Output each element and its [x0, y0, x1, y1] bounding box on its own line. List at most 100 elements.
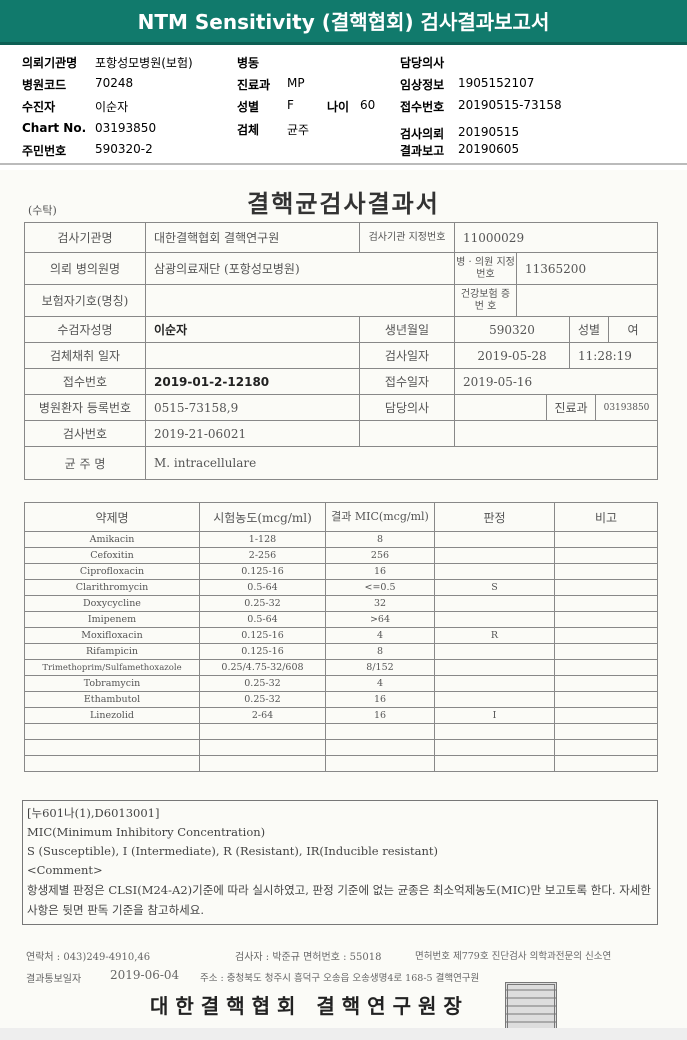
remark [555, 724, 658, 740]
field-value: 삼광의료재단 (포항성모병원) [146, 253, 455, 285]
divider [0, 163, 687, 165]
field-label: 건강보험 증 번 호 [455, 285, 517, 317]
info-value: 균주 [287, 123, 310, 137]
test-range: 0.125-16 [200, 628, 326, 644]
info-value: 70248 [95, 76, 134, 90]
organization-name: 대한결핵협회 결핵연구원장 [150, 994, 469, 1018]
drug-name [24, 756, 200, 772]
interpretation [435, 740, 555, 756]
info-label: 접수번호 [400, 100, 445, 114]
drug-name: Doxycycline [24, 596, 200, 612]
info-label: 담당의사 [400, 56, 445, 70]
license: 면허번호 제779호 진단검사 의학과전문의 신소연 [415, 951, 612, 962]
mic-result: 16 [326, 692, 435, 708]
field-value: 11000029 [455, 222, 658, 253]
info-label: 진료과 [237, 78, 271, 92]
remark [555, 628, 658, 644]
remark [555, 644, 658, 660]
remark [555, 756, 658, 772]
info-label: 결과보고 [400, 144, 445, 158]
address: 주소 : 충청북도 청주시 흥덕구 오송읍 오송생명4로 168-5 결핵연구원 [200, 973, 480, 984]
document-title: 결핵균검사결과서 [247, 189, 440, 218]
field-value: 2019-21-06021 [146, 421, 360, 447]
note-legend: S (Susceptible), I (Intermediate), R (Re… [27, 844, 438, 858]
field-value: 2019-05-28 [455, 343, 570, 369]
drug-name: Cefoxitin [24, 548, 200, 564]
field-label: 의뢰 병의원명 [24, 253, 146, 285]
info-value: 590320-2 [95, 142, 153, 156]
info-label: 의뢰기관명 [22, 56, 78, 70]
remark [555, 564, 658, 580]
mic-result [326, 740, 435, 756]
consign-label: (수탁) [28, 204, 57, 217]
interpretation [435, 756, 555, 772]
mic-result [326, 756, 435, 772]
field-value: 여 [609, 317, 658, 343]
note-code: [누601나(1),D6013001] [27, 806, 160, 820]
field-label: 병 · 의원 지정번호 [455, 253, 517, 285]
field-value: 03193850 [596, 395, 658, 421]
test-range: 0.25-32 [200, 676, 326, 692]
field-value: 2019-01-2-12180 [146, 369, 360, 395]
info-label: 나이 [327, 100, 350, 114]
note-comment: 항생제별 판정은 CLSI(M24-A2)기준에 따라 실시하였고, 판정 기준… [27, 883, 651, 917]
field-label: 검사기관명 [24, 222, 146, 253]
info-label: 병동 [237, 56, 260, 70]
test-range: 0.25/4.75-32/608 [200, 660, 326, 676]
interpretation [435, 596, 555, 612]
drug-name: Ciprofloxacin [24, 564, 200, 580]
drug-name [24, 724, 200, 740]
notes-box: [누601나(1),D6013001] MIC(Minimum Inhibito… [22, 800, 658, 925]
mic-result: 256 [326, 548, 435, 564]
test-range: 1-128 [200, 532, 326, 548]
remark [555, 708, 658, 724]
examiner: 검사자 : 박준규 면허번호 : 55018 [235, 952, 382, 963]
mic-result: 4 [326, 628, 435, 644]
info-value: 60 [360, 98, 376, 112]
remark [555, 612, 658, 628]
contact: 연락처 : 043)249-4910,46 [26, 952, 151, 963]
field-value: M. intracellulare [146, 447, 658, 480]
test-range [200, 740, 326, 756]
interpretation [435, 724, 555, 740]
notice-date: 2019-06-04 [110, 968, 180, 982]
info-label: 검체 [237, 123, 260, 137]
field-value: 2019-05-16 [455, 369, 658, 395]
mic-result: 8 [326, 644, 435, 660]
info-label: 수진자 [22, 100, 56, 114]
drug-name: Ethambutol [24, 692, 200, 708]
test-range: 0.5-64 [200, 580, 326, 596]
interpretation [435, 692, 555, 708]
drug-name: Moxifloxacin [24, 628, 200, 644]
info-value: F [287, 98, 294, 112]
interpretation [435, 660, 555, 676]
field-value: 0515-73158,9 [146, 395, 360, 421]
note-mic: MIC(Minimum Inhibitory Concentration) [27, 825, 266, 839]
remark [555, 740, 658, 756]
interpretation [435, 612, 555, 628]
field-label [360, 421, 455, 447]
field-label: 담당의사 [360, 395, 455, 421]
field-label: 생년월일 [360, 317, 455, 343]
mic-result: 16 [326, 708, 435, 724]
test-range: 0.125-16 [200, 564, 326, 580]
info-label: 병원코드 [22, 78, 67, 92]
drug-name: Clarithromycin [24, 580, 200, 596]
bottom-bar [0, 1028, 687, 1040]
remark [555, 676, 658, 692]
drug-name [24, 740, 200, 756]
field-value: 590320 [455, 317, 570, 343]
info-value: 1905152107 [458, 76, 535, 90]
info-value: 포항성모병원(보험) [95, 56, 193, 70]
mic-result: 32 [326, 596, 435, 612]
interpretation: S [435, 580, 555, 596]
field-value [146, 285, 455, 317]
column-header: 판정 [435, 502, 555, 532]
field-value: 11365200 [517, 253, 658, 285]
drug-name: Tobramycin [24, 676, 200, 692]
field-label: 접수번호 [24, 369, 146, 395]
notice-label: 결과통보일자 [26, 974, 82, 985]
test-range: 0.25-32 [200, 692, 326, 708]
info-label: Chart No. [22, 121, 87, 135]
mic-result: 8/152 [326, 660, 435, 676]
